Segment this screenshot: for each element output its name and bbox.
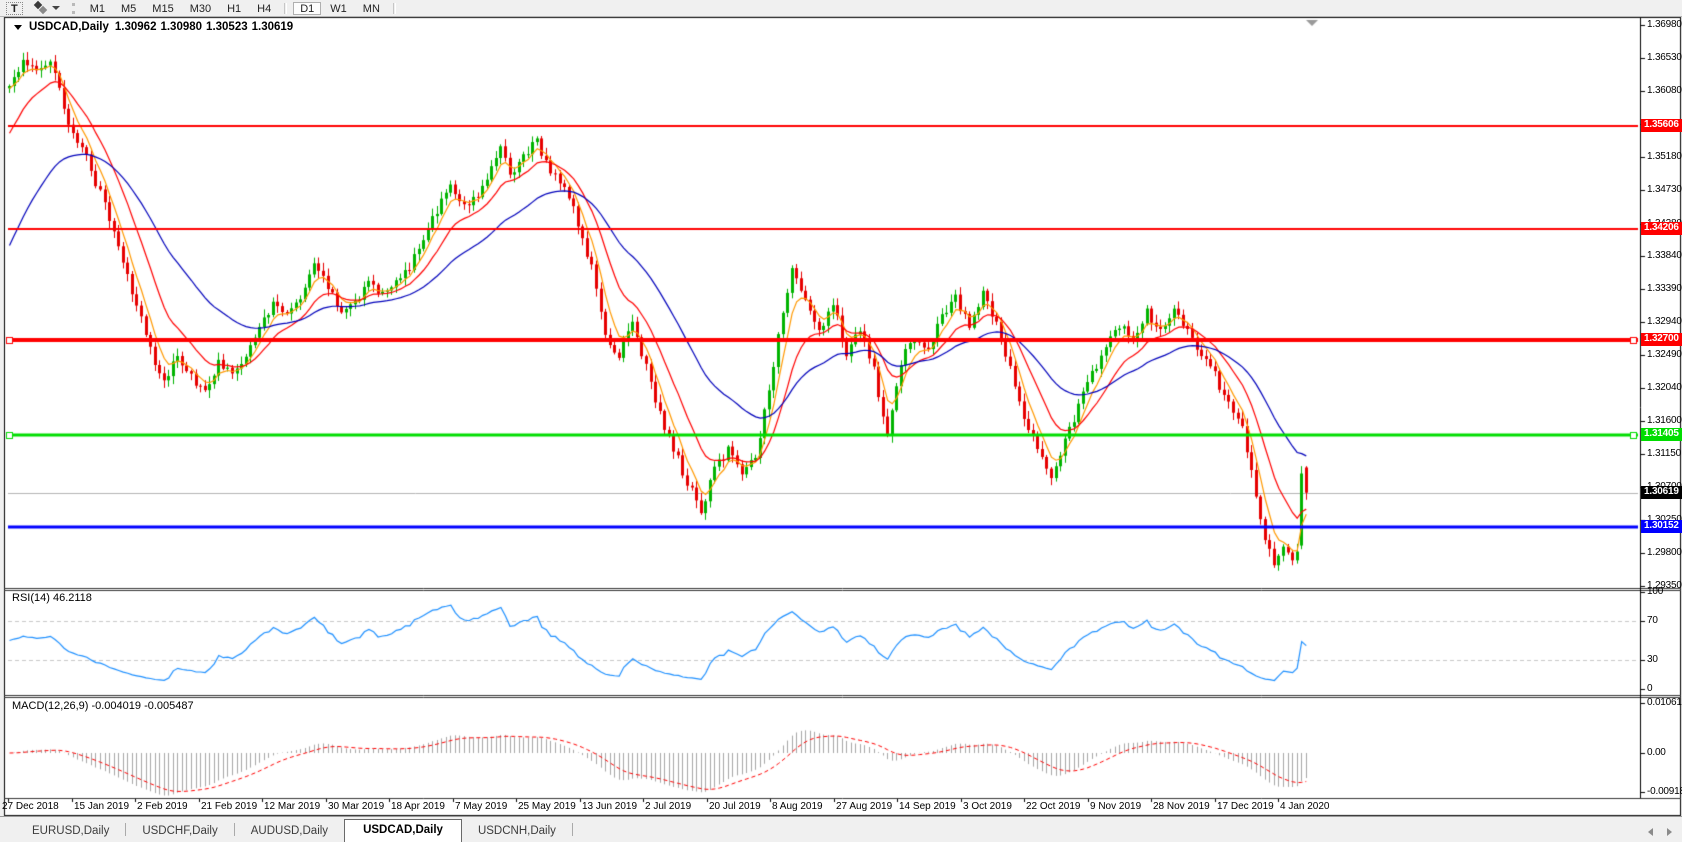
toolbar: T M1 M5 M15 M30 H1 H4 D1 W1 MN xyxy=(0,0,1682,17)
tab-usdchf-daily[interactable]: USDCHF,Daily xyxy=(142,825,218,837)
timeframe-button-w1[interactable]: W1 xyxy=(323,2,354,15)
timeframe-button-h4[interactable]: H4 xyxy=(250,2,278,15)
timeframe-button-d1[interactable]: D1 xyxy=(293,1,322,15)
timeframe-button-m5[interactable]: M5 xyxy=(114,2,143,15)
tab-separator xyxy=(125,823,127,836)
tab-separator xyxy=(571,823,573,836)
chart-tab-bar: EURUSD,Daily USDCHF,Daily AUDUSD,Daily U… xyxy=(0,816,1682,842)
dropdown-caret-icon[interactable] xyxy=(51,6,60,10)
timeframe-button-m1[interactable]: M1 xyxy=(83,2,112,15)
tab-audusd-daily[interactable]: AUDUSD,Daily xyxy=(250,825,329,837)
tab-scroll-left-icon[interactable] xyxy=(1648,828,1653,836)
tab-separator xyxy=(233,823,235,836)
tab-eurusd-daily[interactable]: EURUSD,Daily xyxy=(32,825,110,837)
timeframe-button-m30[interactable]: M30 xyxy=(183,2,218,15)
tab-scroll-right-icon[interactable] xyxy=(1667,828,1672,836)
toolbar-separator-2 xyxy=(392,2,396,14)
tab-usdcad-daily[interactable]: USDCAD,Daily xyxy=(344,819,462,842)
toolbar-separator xyxy=(284,2,288,14)
toolbar-grip xyxy=(71,2,78,14)
timeframe-button-m15[interactable]: M15 xyxy=(145,2,180,15)
text-tool-button[interactable]: T xyxy=(6,1,23,15)
timeframe-button-h1[interactable]: H1 xyxy=(220,2,248,15)
arrange-symbols-icon[interactable] xyxy=(33,0,48,15)
timeframe-button-mn[interactable]: MN xyxy=(356,2,387,15)
tab-usdcnh-daily[interactable]: USDCNH,Daily xyxy=(477,825,556,837)
